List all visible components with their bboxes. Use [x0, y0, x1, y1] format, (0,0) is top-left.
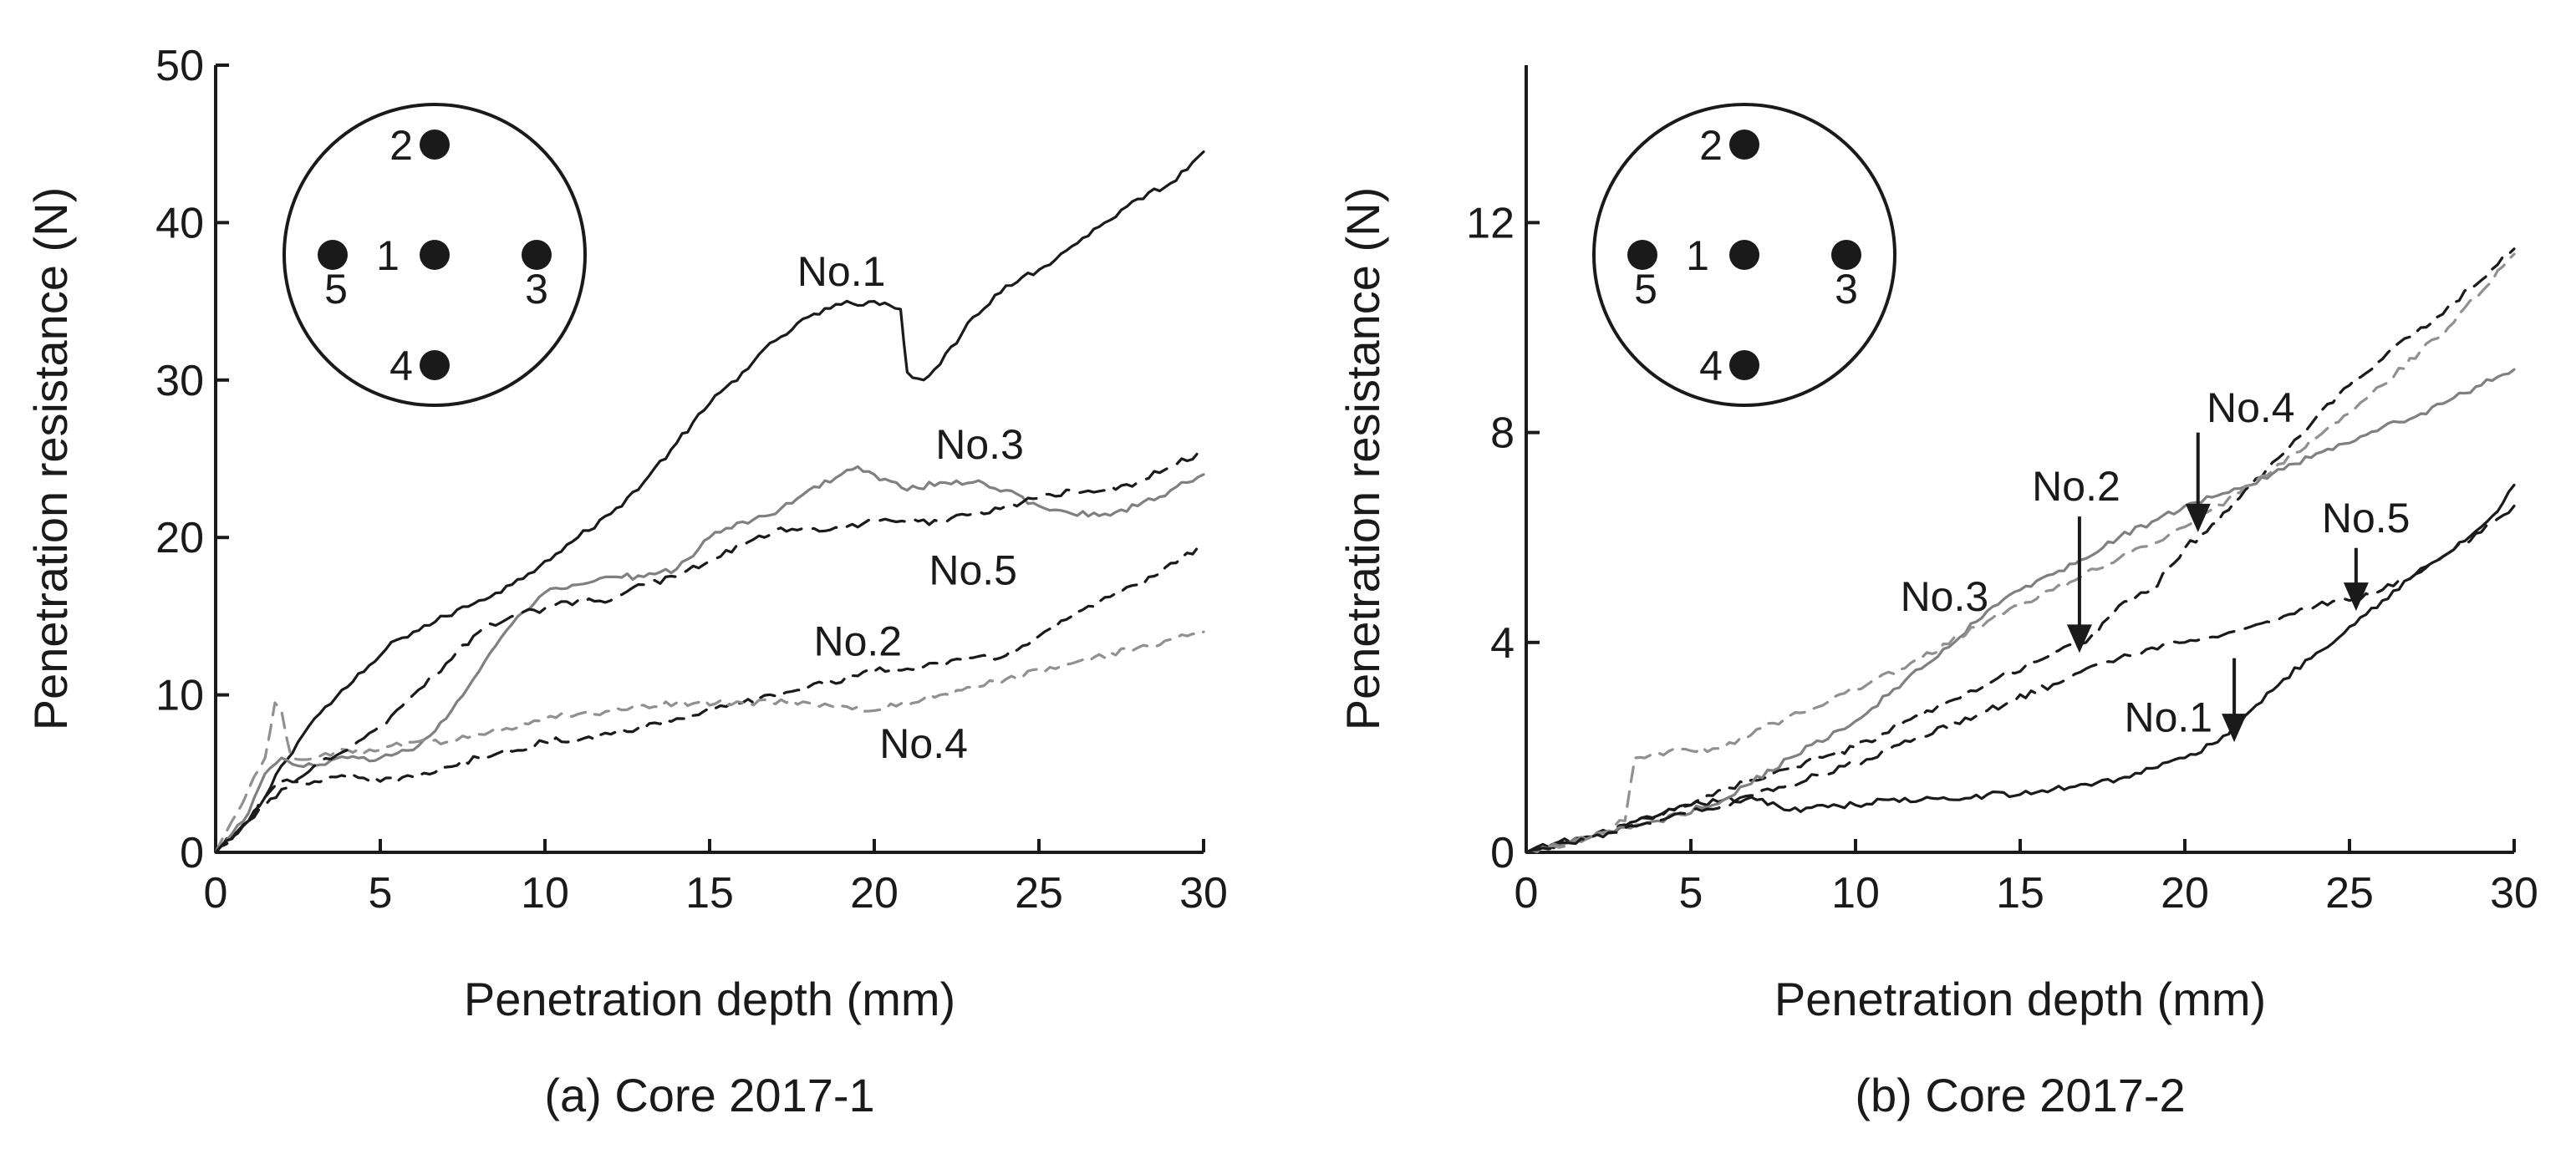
series-line-no-4 — [1525, 252, 2516, 854]
y-tick-label: 20 — [155, 514, 204, 562]
x-tick-label: 25 — [2325, 869, 2374, 918]
hole-5-label: 5 — [324, 266, 348, 313]
series-label-no-1: No.1 — [797, 248, 886, 295]
hole-2-label: 2 — [389, 122, 413, 169]
hole-4-label: 4 — [389, 343, 413, 389]
hole-3-dot — [522, 240, 552, 270]
hole-4-dot — [1729, 350, 1759, 380]
hole-5-label: 5 — [1634, 266, 1657, 313]
series-label-no-4: No.4 — [2207, 384, 2295, 431]
callout-arrowhead-no-2 — [2066, 624, 2092, 653]
series-line-no-1 — [214, 150, 1205, 854]
callout-arrowhead-no-4 — [2185, 503, 2211, 532]
x-tick-label: 10 — [1831, 869, 1880, 918]
x-axis-title: Penetration depth (mm) — [464, 973, 955, 1025]
y-tick-label: 0 — [180, 829, 204, 877]
hole-2-label: 2 — [1699, 122, 1723, 169]
x-tick-label: 20 — [2161, 869, 2209, 918]
hole-5-dot — [318, 240, 348, 270]
y-tick-label: 0 — [1490, 829, 1515, 877]
hole-1-label: 1 — [376, 232, 400, 279]
x-tick-label: 0 — [1515, 869, 1539, 918]
series-label-no-1: No.1 — [2124, 694, 2212, 741]
y-tick-label: 8 — [1490, 409, 1515, 458]
x-tick-label: 15 — [685, 869, 734, 918]
y-tick-label: 30 — [155, 357, 204, 405]
y-tick-label: 12 — [1466, 199, 1515, 247]
y-tick-label: 10 — [155, 672, 204, 720]
x-tick-label: 20 — [850, 869, 899, 918]
hole-2-dot — [420, 130, 450, 160]
series-label-no-5: No.5 — [929, 547, 1017, 594]
y-axis-title: Penetration resistance (N) — [1336, 187, 1389, 731]
series-label-no-3: No.3 — [935, 421, 1024, 468]
series-label-no-5: No.5 — [2322, 495, 2411, 541]
panel-caption: (b) Core 2017-2 — [1855, 1069, 2185, 1121]
callout-arrowhead-no-1 — [2222, 714, 2248, 743]
hole-4-label: 4 — [1699, 343, 1723, 389]
hole-5-dot — [1627, 240, 1657, 270]
x-tick-label: 30 — [2490, 869, 2538, 918]
x-tick-label: 30 — [1179, 869, 1228, 918]
y-tick-label: 40 — [155, 199, 204, 247]
hole-3-label: 3 — [525, 266, 548, 313]
series-line-no-2 — [214, 544, 1205, 854]
x-tick-label: 15 — [1996, 869, 2044, 918]
x-tick-label: 25 — [1015, 869, 1063, 918]
hole-1-dot — [420, 240, 450, 270]
series-line-no-5 — [1525, 504, 2516, 854]
series-line-no-3 — [1525, 368, 2516, 854]
series-label-no-2: No.2 — [2032, 463, 2120, 510]
series-line-no-4 — [214, 630, 1205, 854]
series-line-no-3 — [214, 465, 1205, 854]
hole-3-label: 3 — [1835, 266, 1858, 313]
x-axis-title: Penetration depth (mm) — [1774, 973, 2266, 1025]
y-axis-title: Penetration resistance (N) — [24, 187, 77, 731]
hole-1-label: 1 — [1686, 232, 1709, 279]
series-line-no-2 — [1525, 247, 2516, 854]
x-tick-label: 5 — [1679, 869, 1703, 918]
y-tick-label: 4 — [1490, 619, 1515, 668]
callout-arrowhead-no-5 — [2343, 582, 2369, 612]
series-label-no-3: No.3 — [1901, 573, 1989, 620]
x-tick-label: 10 — [521, 869, 569, 918]
x-tick-label: 5 — [369, 869, 393, 918]
hole-2-dot — [1729, 130, 1759, 160]
y-tick-label: 50 — [155, 42, 204, 90]
hole-3-dot — [1831, 240, 1861, 270]
panel-caption: (a) Core 2017-1 — [544, 1069, 874, 1121]
series-label-no-4: No.4 — [879, 720, 968, 767]
hole-4-dot — [420, 350, 450, 380]
hole-1-dot — [1729, 240, 1759, 270]
series-label-no-2: No.2 — [813, 618, 902, 665]
x-tick-label: 0 — [204, 869, 228, 918]
